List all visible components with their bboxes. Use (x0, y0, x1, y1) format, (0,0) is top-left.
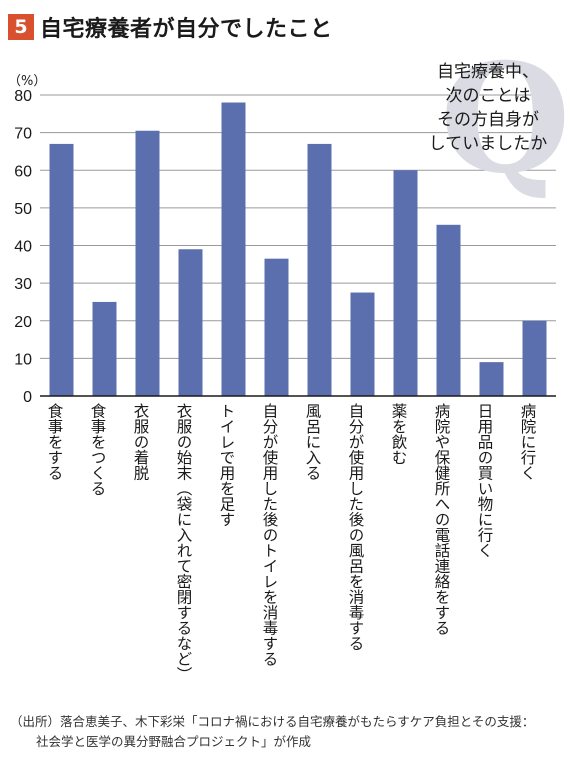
category-label: 衣服の着脱 (132, 403, 150, 482)
y-tick-label: 70 (14, 126, 32, 143)
category-label: 衣服の始末（袋に入れて密閉するなど） (175, 403, 193, 682)
y-tick-label: 60 (14, 163, 32, 180)
bar (178, 249, 203, 396)
source-line-1: （出所）落合恵美子、木下彩栄「コロナ禍における自宅療養がもたらすケア負担とその支… (10, 714, 535, 729)
bar (49, 143, 74, 396)
bar (393, 170, 418, 396)
category-label: 薬を飲む (390, 403, 408, 465)
y-tick-label: 0 (23, 389, 32, 406)
source-line-2: 社会学と医学の異分野融合プロジェクト」が作成 (36, 734, 312, 749)
bar (350, 292, 375, 396)
source-note: （出所）落合恵美子、木下彩栄「コロナ禍における自宅療養がもたらすケア負担とその支… (10, 712, 534, 752)
chart-title: 自宅療養者が自分でしたこと (40, 17, 333, 42)
figure-number-badge: 5 (8, 14, 34, 40)
category-label: 風呂に入る (304, 403, 322, 481)
y-tick-label: 80 (14, 88, 32, 105)
question-box: Q 自宅療養中、 次のことは その方自身が していましたか (418, 44, 570, 194)
category-label: 日用品の買い物に行く (476, 403, 494, 558)
y-tick-label: 10 (14, 351, 32, 368)
y-tick-label: 20 (14, 314, 32, 331)
question-text: 自宅療養中、 次のことは その方自身が していましたか (418, 60, 558, 156)
category-label: 病院に行く (519, 403, 537, 481)
question-line: 次のことは (445, 86, 531, 106)
category-label: トイレで用を足す (218, 403, 236, 527)
bar (221, 102, 246, 397)
bar (479, 362, 504, 396)
category-label: 食事をする (46, 403, 64, 481)
category-label: 病院や保健所への電話連絡をする (433, 403, 451, 636)
question-line: していましたか (428, 134, 548, 154)
y-tick-label: 40 (14, 239, 32, 256)
chart-header: 5 自宅療養者が自分でしたこと (8, 12, 333, 42)
bar (522, 320, 547, 396)
bar (135, 130, 160, 396)
bar (307, 143, 332, 396)
category-label: 自分が使用した後のトイレを消毒する (261, 403, 279, 667)
category-label: 食事をつくる (89, 403, 107, 496)
y-axis-unit: （%） (8, 74, 47, 89)
category-label: 自分が使用した後の風呂を消毒する (347, 403, 365, 651)
y-tick-label: 30 (14, 276, 32, 293)
bar (264, 258, 289, 396)
bar (92, 301, 117, 396)
question-line: その方自身が (437, 110, 539, 130)
bar (436, 224, 461, 396)
question-letter-watermark: Q (440, 31, 570, 207)
y-tick-label: 50 (14, 201, 32, 218)
question-line: 自宅療養中、 (437, 62, 539, 82)
